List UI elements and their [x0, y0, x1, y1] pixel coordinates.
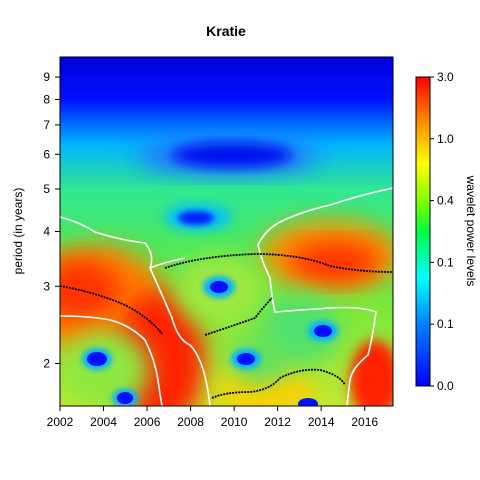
colorbar-axis: 0.0 0.1 0.1 0.4 1.0 3.0	[430, 70, 454, 393]
y-tick-label: 4	[43, 225, 50, 239]
x-tick-label: 2010	[221, 415, 248, 429]
cone-of-influence	[204, 297, 273, 336]
x-tick-label: 2006	[134, 415, 161, 429]
y-axis-label: period (in years)	[11, 188, 25, 275]
x-axis: 2002 2004 2006 2008 2010 2012 2014 2016	[47, 406, 378, 429]
y-tick-label: 8	[43, 92, 50, 106]
colorbar-tick-label: 0.0	[437, 379, 454, 393]
cone-of-influence	[60, 285, 163, 335]
chart-title: Kratie	[206, 23, 246, 39]
wavelet-heatmap	[60, 57, 393, 406]
x-tick-label: 2008	[177, 415, 204, 429]
colorbar-tick-label: 3.0	[437, 70, 454, 84]
colorbar-tick-label: 0.1	[437, 255, 454, 269]
cone-of-influence	[211, 368, 346, 399]
significance-contour	[257, 187, 393, 406]
colorbar-label: wavelet power levels	[464, 175, 478, 287]
colorbar-tick-label: 0.4	[437, 194, 454, 208]
y-axis: 2 3 4 5 6 7 8 9	[43, 70, 60, 371]
y-tick-label: 7	[43, 118, 50, 132]
x-tick-label: 2016	[351, 415, 378, 429]
cone-of-influence	[164, 253, 393, 273]
colorbar-tick-label: 0.1	[437, 317, 454, 331]
y-tick-label: 2	[43, 357, 50, 371]
x-tick-label: 2002	[47, 415, 74, 429]
colorbar-tick-label: 1.0	[437, 132, 454, 146]
x-tick-label: 2014	[308, 415, 335, 429]
y-tick-label: 9	[43, 70, 50, 84]
x-tick-label: 2004	[90, 415, 117, 429]
colorbar	[415, 76, 431, 387]
y-tick-label: 5	[43, 182, 50, 196]
x-tick-label: 2012	[264, 415, 291, 429]
y-tick-label: 6	[43, 147, 50, 161]
significance-contour	[60, 315, 163, 406]
significance-contour	[149, 257, 186, 269]
y-tick-label: 3	[43, 279, 50, 293]
